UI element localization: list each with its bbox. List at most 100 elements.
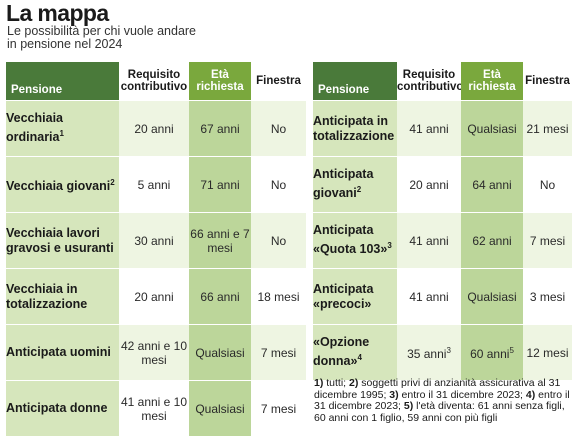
requirement-text: 5 anni [137, 177, 171, 192]
age-cell: 60 anni5 [461, 324, 523, 381]
table-row: Anticipata uomini 42 anni e 10 mesi Qualsi… [6, 324, 306, 381]
requirement-text: 20 anni [134, 121, 174, 136]
footnote-text: l'età diventa: 61 anni senza figli, 60 a… [314, 400, 565, 424]
window-cell: 12 mesi [523, 324, 572, 381]
left-pension-table: Pensione Requisito contributivo Età rich… [6, 62, 306, 437]
pension-type-text: Vecchiaia ordinaria [6, 111, 63, 145]
requirement-cell: 41 anni [397, 100, 461, 157]
footnote-number: 5) [403, 400, 414, 412]
table-row: Vecchiaia lavori gravosi e usuranti 30 an… [6, 212, 306, 269]
pension-type-footnote-ref: 4 [357, 353, 362, 363]
age-cell: 64 anni [461, 156, 523, 213]
age-cell: Qualsiasi [189, 324, 251, 381]
right-header-pension: Pensione [313, 62, 397, 101]
table-row: Anticipata donne 41 anni e 10 mesi Qualsia… [6, 380, 306, 437]
age-text: 60 anni [470, 347, 510, 361]
age-text: 66 anni [200, 289, 240, 304]
requirement-text: 35 anni [407, 347, 447, 361]
age-cell: 62 anni [461, 212, 523, 269]
pension-type-text: «Opzione donna» [313, 335, 370, 369]
footnote-text: soggetti privi di anzianità assicurativa… [314, 377, 561, 401]
table-row: Anticipata «Quota 103»3 41 anni 62 anni 7 m… [313, 212, 572, 269]
requirement-text: 41 anni e 10 mesi [120, 394, 188, 423]
window-cell: No [251, 156, 306, 213]
footnote-text: tutti; [323, 377, 350, 389]
footnote-text: entro il 31 dicembre 2023; [314, 388, 570, 412]
age-text: Qualsiasi [195, 401, 245, 416]
table-row: Vecchiaia ordinaria1 20 anni 67 anni No [6, 100, 306, 157]
left-header-age: Età richiesta [189, 62, 251, 101]
requirement-cell: 41 anni e 10 mesi [119, 380, 189, 437]
pension-type-cell: Anticipata uomini [6, 324, 119, 381]
pension-type-cell: Anticipata in totalizzazione [313, 100, 397, 157]
footnote-text: entro il 31 dicembre 2023; [398, 388, 526, 401]
window-text: 3 mesi [529, 289, 566, 304]
footnotes: 1) tutti; 2) soggetti privi di anzianità… [314, 377, 572, 424]
pension-type-text: Anticipata «Quota 103» [313, 223, 388, 257]
age-text: 64 anni [472, 177, 512, 192]
pension-type-footnote-ref: 2 [356, 185, 362, 195]
left-header-window: Finestra [251, 62, 306, 101]
table-row: Anticipata «precoci» 41 anni Qualsiasi 3 me… [313, 268, 572, 325]
age-text: 62 anni [472, 233, 512, 248]
requirement-text: 20 anni [134, 289, 174, 304]
requirement-cell: 20 anni [397, 156, 461, 213]
age-cell: Qualsiasi [189, 380, 251, 437]
pension-type-text: Anticipata donne [6, 401, 108, 415]
window-text: 7 mesi [260, 401, 297, 416]
window-text: 12 mesi [526, 345, 569, 360]
requirement-footnote-ref: 3 [446, 346, 451, 355]
age-cell: Qualsiasi [461, 268, 523, 325]
right-header-age: Età richiesta [461, 62, 523, 101]
requirement-cell: 35 anni3 [397, 324, 461, 381]
pension-type-cell: Vecchiaia giovani2 [6, 156, 119, 213]
footnote-number: 1) [314, 377, 324, 389]
window-cell: 7 mesi [251, 380, 306, 437]
requirement-text: 41 anni [409, 289, 449, 304]
window-cell: 18 mesi [251, 268, 306, 325]
pension-type-cell: Anticipata donne [6, 380, 119, 437]
age-text: 71 anni [200, 177, 240, 192]
left-table-header-row: Pensione Requisito contributivo Età rich… [6, 62, 306, 101]
pension-type-text: Anticipata «precoci» [313, 281, 374, 311]
window-text: 18 mesi [257, 289, 300, 304]
age-cell: 67 anni [189, 100, 251, 157]
footnote-number: 4) [525, 388, 536, 401]
pension-type-cell: Vecchiaia lavori gravosi e usuranti [6, 212, 119, 269]
requirement-text: 30 anni [134, 233, 174, 248]
table-row: Vecchiaia giovani2 5 anni 71 anni No [6, 156, 306, 213]
window-cell: 21 mesi [523, 100, 572, 157]
requirement-text: 41 anni [409, 233, 449, 248]
right-header-requirement: Requisito contributivo [397, 62, 461, 101]
pension-type-cell: «Opzione donna»4 [313, 324, 397, 381]
pension-type-text: Vecchiaia giovani [6, 179, 111, 194]
table-row: Vecchiaia in totalizzazione 20 anni 66 ann… [6, 268, 306, 325]
requirement-text: 41 anni [409, 121, 449, 136]
right-pension-table: Pensione Requisito contributivo Età rich… [313, 62, 572, 381]
requirement-cell: 42 anni e 10 mesi [119, 324, 189, 381]
requirement-cell: 41 anni [397, 212, 461, 269]
left-header-pension: Pensione [6, 62, 119, 101]
window-cell: No [251, 212, 306, 269]
window-cell: No [251, 100, 306, 157]
pension-type-cell: Anticipata giovani2 [313, 156, 397, 213]
pension-type-text: Vecchiaia lavori gravosi e usuranti [6, 225, 114, 255]
requirement-cell: 20 anni [119, 268, 189, 325]
window-text: 21 mesi [526, 121, 569, 136]
pension-type-cell: Vecchiaia ordinaria1 [6, 100, 119, 157]
window-text: No [270, 177, 287, 192]
pension-type-footnote-ref: 1 [59, 129, 64, 139]
pension-type-footnote-ref: 2 [110, 177, 115, 187]
pension-type-cell: Anticipata «precoci» [313, 268, 397, 325]
window-text: No [270, 121, 287, 136]
pension-type-text: Anticipata giovani [313, 167, 374, 201]
requirement-text: 20 anni [409, 177, 449, 192]
right-table-header-row: Pensione Requisito contributivo Età rich… [313, 62, 572, 101]
age-footnote-ref: 5 [509, 346, 514, 355]
left-header-requirement: Requisito contributivo [119, 62, 189, 101]
age-text: 67 anni [200, 121, 240, 136]
page-subtitle: Le possibilità per chi vuole andare in p… [7, 24, 197, 51]
requirement-cell: 20 anni [119, 100, 189, 157]
age-cell: Qualsiasi [461, 100, 523, 157]
page-title: La mappa [6, 0, 109, 26]
